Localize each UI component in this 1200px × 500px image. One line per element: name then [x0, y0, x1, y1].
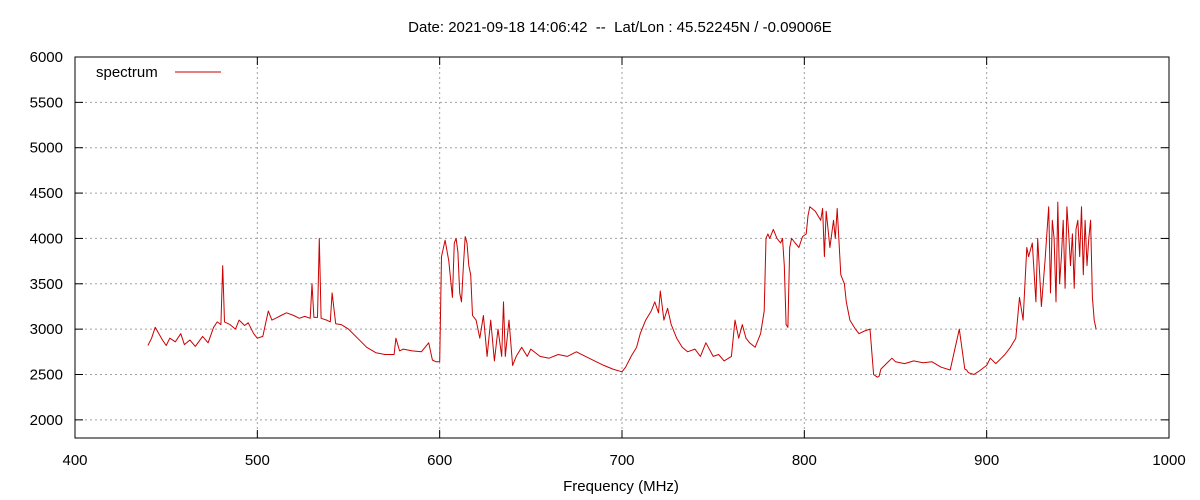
y-tick-label: 6000 — [30, 49, 63, 66]
chart-title: Date: 2021-09-18 14:06:42 -- Lat/Lon : 4… — [408, 19, 832, 36]
legend: spectrum — [96, 64, 221, 81]
x-tick-label: 1000 — [1152, 452, 1185, 469]
y-tick-label: 3500 — [30, 276, 63, 293]
y-tick-label: 5500 — [30, 94, 63, 111]
y-axis-ticks: 2000 2500 3000 3500 4000 4500 5000 5500 6000 — [30, 49, 1169, 429]
x-axis-label: Frequency (MHz) — [563, 478, 679, 495]
plot-frame — [74, 56, 1170, 439]
x-axis-ticks: 400 500 600 700 800 900 1000 — [62, 57, 1186, 469]
y-tick-label: 3000 — [30, 321, 63, 338]
y-tick-label: 2500 — [30, 367, 63, 384]
x-tick-label: 900 — [974, 452, 999, 469]
series-layer — [147, 201, 1097, 378]
x-tick-label: 500 — [245, 452, 270, 469]
y-tick-label: 5000 — [30, 140, 63, 157]
x-tick-label: 600 — [427, 452, 452, 469]
y-tick-label: 4000 — [30, 230, 63, 247]
grid-lines — [75, 57, 1169, 438]
legend-label-spectrum: spectrum — [96, 64, 158, 81]
y-tick-label: 2000 — [30, 412, 63, 429]
x-tick-label: 400 — [62, 452, 87, 469]
x-tick-label: 700 — [609, 452, 634, 469]
series-line-spectrum — [147, 201, 1097, 378]
x-tick-label: 800 — [792, 452, 817, 469]
y-tick-label: 4500 — [30, 185, 63, 202]
